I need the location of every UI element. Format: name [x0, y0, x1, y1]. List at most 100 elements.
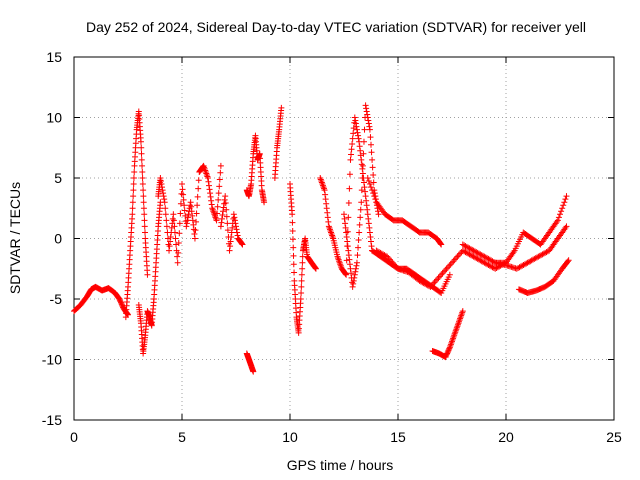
data-point [192, 227, 199, 234]
data-point [232, 220, 239, 227]
data-point [365, 120, 372, 127]
data-point [299, 265, 306, 272]
data-point [221, 196, 228, 203]
data-point [289, 236, 296, 243]
data-point [368, 243, 375, 250]
data-point [195, 177, 202, 184]
data-point [224, 227, 231, 234]
data-point [144, 271, 151, 278]
data-point [131, 168, 138, 175]
data-point [438, 271, 445, 278]
data-point [323, 200, 330, 207]
data-point [184, 217, 191, 224]
data-point [324, 214, 331, 221]
data-point [208, 201, 215, 208]
data-point [490, 258, 497, 265]
data-point [224, 220, 231, 227]
data-point [215, 196, 222, 203]
data-point [290, 261, 297, 268]
y-tick-label: -10 [42, 352, 62, 368]
data-point [370, 190, 377, 197]
data-point [160, 193, 167, 200]
data-point [353, 262, 360, 269]
data-point [343, 257, 350, 264]
y-tick-label: -15 [42, 412, 62, 428]
data-point [370, 171, 377, 178]
data-point [368, 184, 374, 191]
x-tick-label: 25 [606, 429, 622, 445]
data-point [161, 196, 168, 203]
series-arc-c [135, 199, 164, 357]
data-point [239, 241, 246, 248]
data-point [172, 235, 179, 242]
data-point [446, 262, 453, 269]
data-point [562, 196, 569, 203]
data-point [298, 283, 305, 290]
data-point [167, 238, 174, 245]
data-point [188, 208, 195, 215]
data-point [179, 186, 186, 193]
data-point [171, 223, 178, 230]
data-point [352, 265, 359, 272]
data-point [205, 178, 212, 185]
x-tick-label: 0 [70, 429, 78, 445]
data-point [187, 199, 194, 206]
data-point [453, 255, 460, 262]
data-point [231, 217, 238, 224]
data-point [367, 233, 374, 240]
data-point [369, 156, 376, 163]
data-point [360, 179, 367, 186]
data-point [341, 215, 348, 222]
data-point [130, 175, 137, 181]
data-point [368, 141, 374, 148]
data-point [459, 308, 466, 315]
data-point [173, 241, 180, 248]
data-point [348, 146, 355, 153]
data-point [358, 161, 365, 168]
data-point [367, 134, 374, 141]
data-point [348, 151, 355, 158]
data-point [346, 261, 353, 268]
x-tick-label: 10 [282, 429, 298, 445]
data-point [347, 156, 354, 163]
data-point [223, 213, 230, 220]
data-point [169, 220, 176, 227]
data-point [350, 130, 357, 137]
data-point [169, 215, 176, 222]
data-point [238, 240, 245, 247]
data-point [298, 271, 305, 278]
data-point [362, 188, 369, 195]
series-arc-h [271, 104, 285, 181]
data-point [217, 223, 224, 230]
y-tick-label: 15 [46, 49, 62, 65]
grid [74, 57, 614, 420]
data-point [217, 169, 224, 176]
data-point [139, 168, 146, 175]
data-point [226, 247, 233, 254]
data-point [343, 229, 350, 236]
data-point [222, 199, 229, 206]
x-tick-labels: 0 5 10 15 20 25 [70, 429, 622, 445]
data-point [183, 223, 190, 230]
data-point [439, 270, 446, 277]
data-point [206, 186, 213, 193]
data-point [167, 233, 174, 240]
data-point [451, 256, 458, 263]
data-point [352, 268, 359, 275]
data-point [435, 274, 442, 281]
data-point [364, 175, 371, 181]
data-point [360, 138, 367, 145]
data-point [561, 199, 568, 206]
data-point [157, 175, 164, 181]
series-arc-m [373, 247, 509, 290]
data-point [443, 265, 450, 272]
y-tick-label: 5 [54, 170, 62, 186]
data-point [321, 187, 328, 194]
data-point [366, 224, 373, 231]
data-point [368, 149, 375, 156]
data-point [228, 229, 235, 236]
data-point [193, 210, 200, 217]
chart-title: Day 252 of 2024, Sidereal Day-to-day VTE… [86, 19, 586, 35]
data-point [184, 214, 191, 221]
x-tick-label: 20 [498, 429, 514, 445]
